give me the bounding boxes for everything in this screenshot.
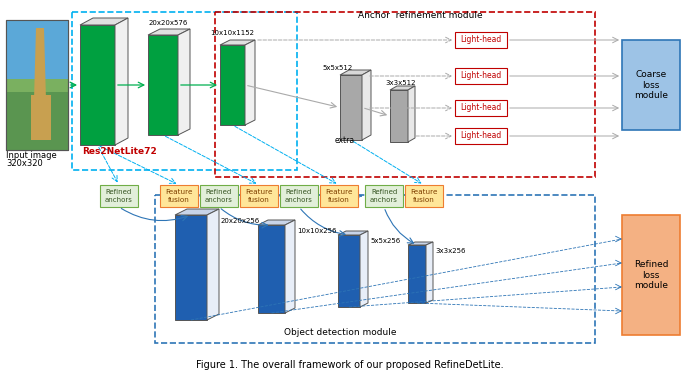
Polygon shape bbox=[80, 25, 115, 145]
Text: Feature
fusion: Feature fusion bbox=[410, 190, 438, 203]
Bar bbox=[200, 185, 238, 207]
Polygon shape bbox=[408, 245, 426, 303]
Text: Refined
anchors: Refined anchors bbox=[285, 190, 313, 203]
Polygon shape bbox=[115, 18, 128, 145]
Text: Feature
fusion: Feature fusion bbox=[165, 190, 192, 203]
Text: 3x3x512: 3x3x512 bbox=[385, 80, 416, 86]
Polygon shape bbox=[175, 209, 219, 215]
Bar bbox=[31, 95, 51, 140]
Polygon shape bbox=[285, 220, 295, 313]
Polygon shape bbox=[426, 242, 433, 303]
Polygon shape bbox=[245, 40, 255, 125]
Text: 20x20x256: 20x20x256 bbox=[221, 218, 260, 224]
Bar bbox=[365, 185, 403, 207]
Text: 5x5x512: 5x5x512 bbox=[322, 65, 352, 71]
Text: Coarse
loss
module: Coarse loss module bbox=[634, 70, 668, 100]
Text: Light-head: Light-head bbox=[461, 35, 502, 44]
Text: Light-head: Light-head bbox=[461, 71, 502, 80]
Bar bbox=[72, 12, 297, 170]
Text: 10x10x1152: 10x10x1152 bbox=[210, 30, 254, 36]
Polygon shape bbox=[178, 29, 190, 135]
Bar bbox=[6, 20, 68, 150]
Bar bbox=[455, 100, 507, 116]
Text: Res2NetLite72: Res2NetLite72 bbox=[82, 147, 157, 156]
Polygon shape bbox=[220, 45, 245, 125]
Bar bbox=[455, 128, 507, 144]
Polygon shape bbox=[340, 75, 362, 140]
Bar bbox=[240, 185, 278, 207]
Polygon shape bbox=[148, 35, 178, 135]
Bar bbox=[622, 215, 680, 335]
Bar bbox=[6, 20, 68, 150]
Polygon shape bbox=[207, 209, 219, 320]
Bar bbox=[280, 185, 318, 207]
Polygon shape bbox=[408, 242, 433, 245]
Text: Object detection module: Object detection module bbox=[284, 328, 396, 337]
Text: Refined
anchors: Refined anchors bbox=[105, 190, 133, 203]
Polygon shape bbox=[390, 90, 408, 142]
Text: 20x20x576: 20x20x576 bbox=[149, 20, 188, 26]
Polygon shape bbox=[340, 70, 371, 75]
Polygon shape bbox=[175, 215, 207, 320]
Bar bbox=[405, 185, 443, 207]
Text: 320x320: 320x320 bbox=[6, 159, 43, 168]
Bar bbox=[160, 185, 198, 207]
Bar bbox=[622, 40, 680, 130]
Text: Input image: Input image bbox=[6, 151, 57, 160]
Text: 10x10x256: 10x10x256 bbox=[297, 228, 337, 234]
Polygon shape bbox=[408, 86, 415, 142]
Polygon shape bbox=[258, 220, 295, 225]
Bar bbox=[455, 68, 507, 84]
Bar bbox=[6, 91, 68, 150]
Polygon shape bbox=[220, 40, 255, 45]
Text: extra: extra bbox=[335, 136, 355, 145]
Polygon shape bbox=[80, 18, 128, 25]
Text: Feature
fusion: Feature fusion bbox=[326, 190, 353, 203]
Polygon shape bbox=[360, 231, 368, 307]
Text: Anchor  refinement module: Anchor refinement module bbox=[358, 11, 482, 20]
Text: Refined
anchors: Refined anchors bbox=[370, 190, 398, 203]
Polygon shape bbox=[390, 86, 415, 90]
Polygon shape bbox=[34, 28, 46, 100]
Bar bbox=[455, 32, 507, 48]
Text: 5x5x256: 5x5x256 bbox=[370, 238, 400, 244]
Text: Feature
fusion: Feature fusion bbox=[245, 190, 273, 203]
Text: 3x3x256: 3x3x256 bbox=[435, 248, 466, 254]
Bar bbox=[215, 12, 595, 177]
Bar bbox=[155, 195, 595, 343]
Polygon shape bbox=[338, 235, 360, 307]
Polygon shape bbox=[362, 70, 371, 140]
Bar bbox=[100, 185, 138, 207]
Bar bbox=[320, 185, 358, 207]
Text: Refined
loss
module: Refined loss module bbox=[634, 260, 668, 290]
Text: Figure 1. The overall framework of our proposed RefineDetLite.: Figure 1. The overall framework of our p… bbox=[196, 360, 504, 370]
Text: Refined
anchors: Refined anchors bbox=[205, 190, 233, 203]
Text: Light-head: Light-head bbox=[461, 103, 502, 112]
Bar bbox=[6, 20, 68, 79]
Text: Light-head: Light-head bbox=[461, 132, 502, 141]
Polygon shape bbox=[258, 225, 285, 313]
Polygon shape bbox=[338, 231, 368, 235]
Polygon shape bbox=[148, 29, 190, 35]
